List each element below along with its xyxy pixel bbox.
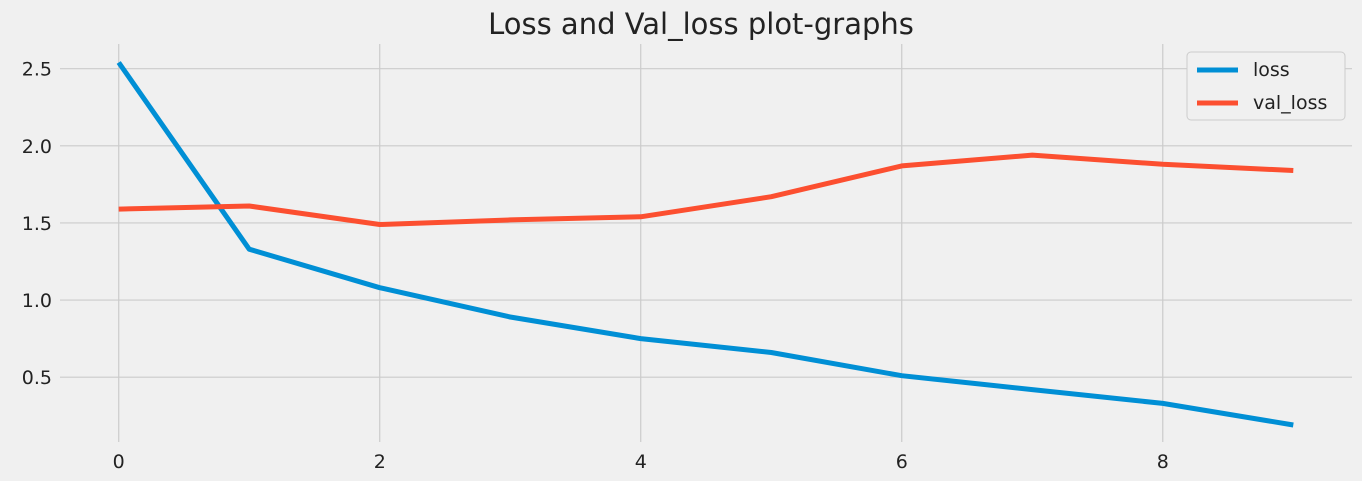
x-axis-tick-labels: 0 2 4 6 8 xyxy=(113,451,1169,473)
grid-lines xyxy=(60,44,1352,442)
chart-title: Loss and Val_loss plot-graphs xyxy=(488,7,914,41)
y-tick-label: 2.0 xyxy=(22,136,52,158)
x-tick-label: 2 xyxy=(374,451,386,473)
y-tick-label: 0.5 xyxy=(22,367,52,389)
x-tick-label: 0 xyxy=(113,451,125,473)
legend: loss val_loss xyxy=(1186,51,1346,121)
x-tick-label: 6 xyxy=(896,451,908,473)
x-tick-label: 4 xyxy=(635,451,647,473)
x-tick-label: 8 xyxy=(1157,451,1169,473)
y-tick-label: 1.5 xyxy=(22,213,52,235)
series-line-val-loss xyxy=(118,152,1294,227)
series-line-loss xyxy=(116,61,1294,428)
y-axis-tick-labels: 0.5 1.0 1.5 2.0 2.5 xyxy=(22,59,52,390)
legend-label-val-loss: val_loss xyxy=(1253,92,1327,114)
legend-label-loss: loss xyxy=(1253,59,1290,81)
series-lines xyxy=(116,61,1294,428)
y-tick-label: 2.5 xyxy=(22,59,52,81)
y-tick-label: 1.0 xyxy=(22,290,52,312)
